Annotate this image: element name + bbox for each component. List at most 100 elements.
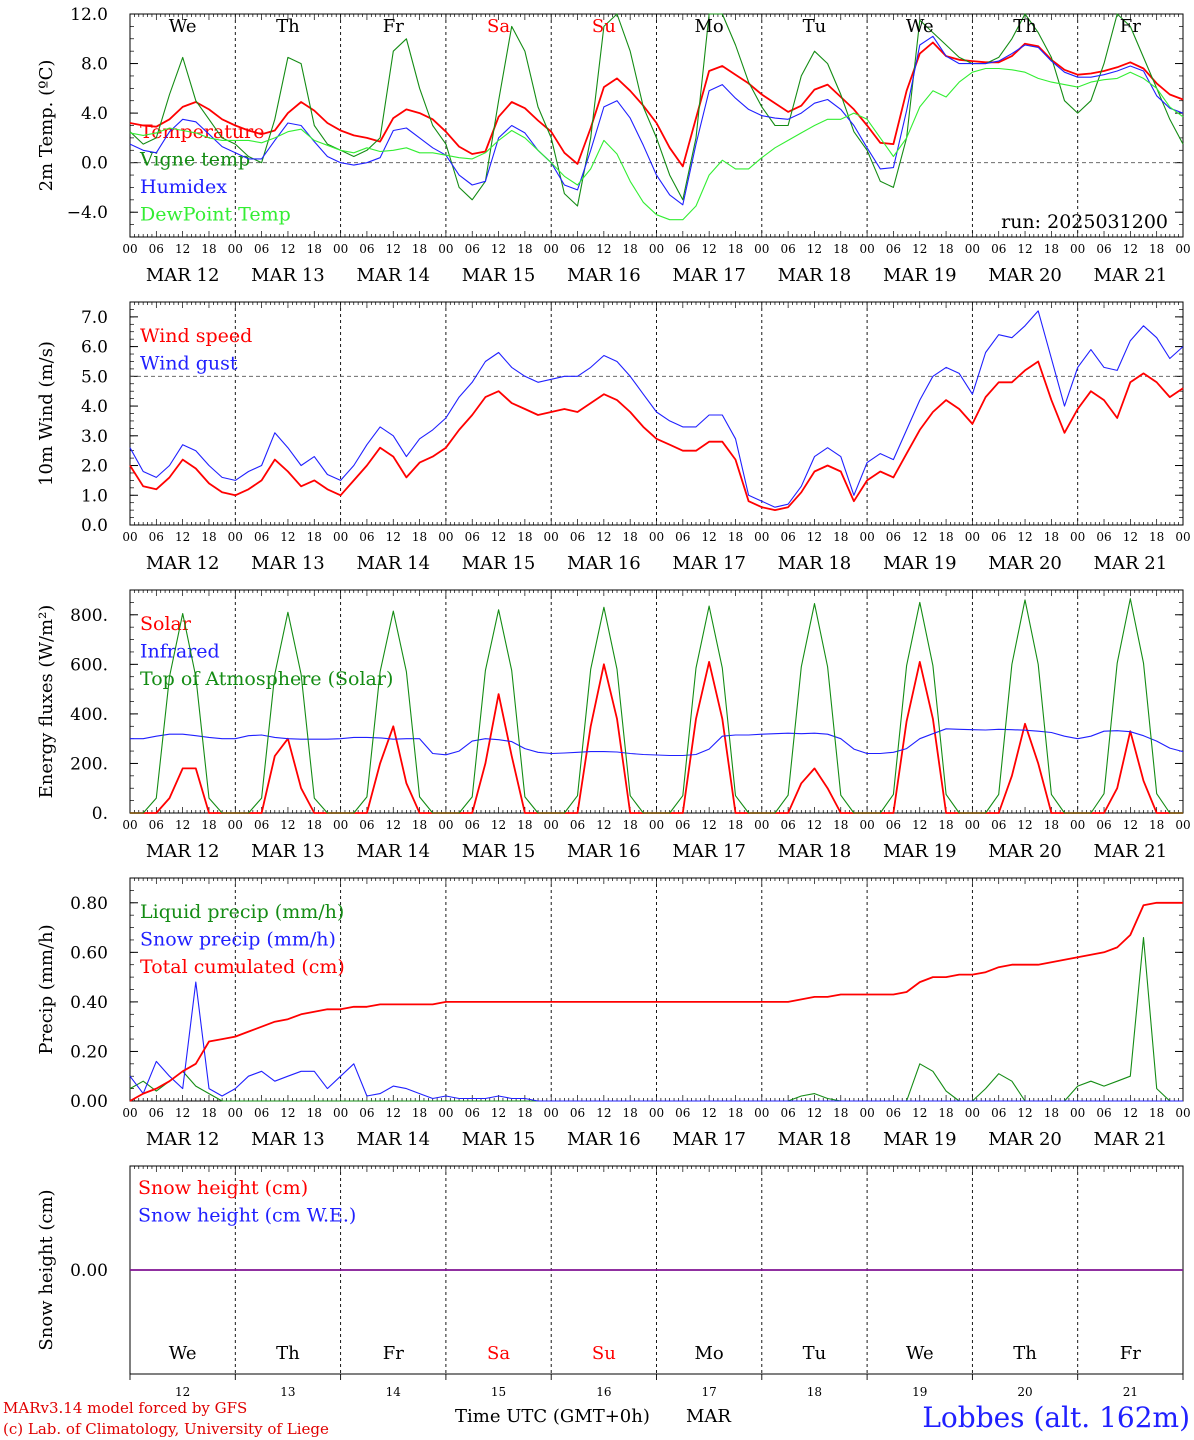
hour-label: 12 [175, 242, 190, 256]
hour-label: 12 [912, 818, 927, 832]
day-of-week-label: Th [1013, 16, 1037, 37]
hour-label: 12 [912, 530, 927, 544]
hour-label: 00 [438, 530, 453, 544]
date-label: MAR 16 [567, 1129, 641, 1150]
y-axis-title: Energy fluxes (W/m²) [36, 605, 57, 799]
hour-label: 12 [280, 1106, 295, 1120]
legend-entry: Snow precip (mm/h) [140, 929, 336, 951]
date-label: MAR 12 [146, 841, 220, 862]
y-tick-label: 4.0 [81, 104, 108, 124]
y-tick-label: 5.0 [81, 367, 108, 387]
day-number-label: 14 [386, 1385, 402, 1399]
day-of-week-label: We [906, 1343, 934, 1364]
hour-label: 06 [675, 1106, 690, 1120]
date-label: MAR 18 [778, 1129, 852, 1150]
panel-3: 800. 600. 400. 200. 0. Energy fluxes (W/m²) So… [36, 589, 1191, 862]
day-number-label: 12 [175, 1385, 190, 1399]
day-of-week-label: Sa [487, 16, 510, 37]
time-axis-title: Time UTC (GMT+0h) [455, 1406, 650, 1427]
hour-label: 00 [649, 1106, 664, 1120]
hour-label: 18 [1149, 818, 1164, 832]
day-of-week-label: Mo [695, 16, 724, 37]
hour-label: 06 [675, 818, 690, 832]
hour-label: 00 [438, 242, 453, 256]
day-of-week-label: Fr [383, 1343, 404, 1364]
hour-label: 18 [728, 242, 743, 256]
y-tick-label: 0.20 [70, 1042, 108, 1062]
hour-label: 06 [254, 1106, 269, 1120]
hour-label: 00 [333, 818, 348, 832]
hour-label: 18 [833, 530, 848, 544]
hour-label: 00 [649, 242, 664, 256]
hour-label: 18 [517, 242, 532, 256]
hour-label: 06 [465, 818, 480, 832]
y-tick-label: 7.0 [81, 308, 108, 328]
date-label: MAR 13 [251, 1129, 325, 1150]
legend-entry: Liquid precip (mm/h) [140, 901, 344, 923]
date-label: MAR 21 [1094, 553, 1168, 574]
hour-label: 18 [201, 1106, 216, 1120]
hour-label: 18 [938, 1106, 953, 1120]
hour-label: 06 [570, 530, 585, 544]
date-label: MAR 15 [462, 553, 536, 574]
series-line-temperature [129, 41, 1184, 168]
hour-label: 18 [833, 1106, 848, 1120]
series-line-top-of-atmosphere-solar- [130, 598, 1183, 814]
month-label: MAR [686, 1406, 731, 1427]
hour-label: 06 [886, 530, 901, 544]
legend-entry: Temperature [140, 121, 264, 143]
hour-label: 18 [938, 242, 953, 256]
hour-label: 06 [254, 818, 269, 832]
hour-label: 00 [122, 818, 137, 832]
day-of-week-label: We [169, 1343, 197, 1364]
hour-label: 06 [149, 242, 164, 256]
day-of-week-label: Mo [695, 1343, 724, 1364]
hour-label: 00 [859, 1106, 874, 1120]
hour-label: 12 [596, 530, 611, 544]
day-of-week-label: Fr [1120, 16, 1141, 37]
run-annotation: run: 2025031200 [1001, 211, 1168, 233]
hour-label: 18 [412, 242, 427, 256]
hour-label: 12 [280, 242, 295, 256]
model-credit: MARv3.14 model forced by GFS [3, 1399, 247, 1417]
date-label: MAR 19 [883, 265, 957, 286]
hour-label: 12 [1123, 242, 1138, 256]
y-tick-label: 1.0 [81, 486, 108, 506]
date-label: MAR 21 [1094, 265, 1168, 286]
series-line-wind-gust [129, 310, 1184, 508]
hour-label: 12 [912, 242, 927, 256]
hour-label: 06 [780, 530, 795, 544]
hour-label: 18 [833, 242, 848, 256]
hour-label: 00 [438, 818, 453, 832]
day-of-week-label: Tu [803, 1343, 827, 1364]
hour-label: 12 [1017, 242, 1032, 256]
day-number-label: 19 [912, 1385, 927, 1399]
day-of-week-label: Tu [803, 16, 827, 37]
hour-label: 06 [254, 530, 269, 544]
date-label: MAR 18 [778, 553, 852, 574]
date-label: MAR 12 [146, 553, 220, 574]
date-label: MAR 13 [251, 841, 325, 862]
plot-frame [129, 301, 1184, 526]
date-label: MAR 12 [146, 1129, 220, 1150]
hour-label: 00 [544, 530, 559, 544]
hour-label: 18 [1044, 242, 1059, 256]
legend-entry: Total cumulated (cm) [140, 956, 345, 978]
hour-label: 06 [570, 818, 585, 832]
hour-label: 00 [438, 1106, 453, 1120]
date-label: MAR 19 [883, 553, 957, 574]
hour-label: 06 [780, 242, 795, 256]
hour-label: 18 [307, 818, 322, 832]
date-label: MAR 19 [883, 1129, 957, 1150]
day-number-label: 21 [1123, 1385, 1138, 1399]
date-label: MAR 18 [778, 841, 852, 862]
hour-label: 00 [228, 1106, 243, 1120]
hour-label: 06 [254, 242, 269, 256]
hour-label: 00 [649, 818, 664, 832]
day-number-label: 16 [596, 1385, 611, 1399]
hour-label: 06 [570, 242, 585, 256]
hour-label: 18 [517, 818, 532, 832]
hour-label: 06 [886, 242, 901, 256]
y-tick-label: −4.0 [67, 203, 108, 223]
